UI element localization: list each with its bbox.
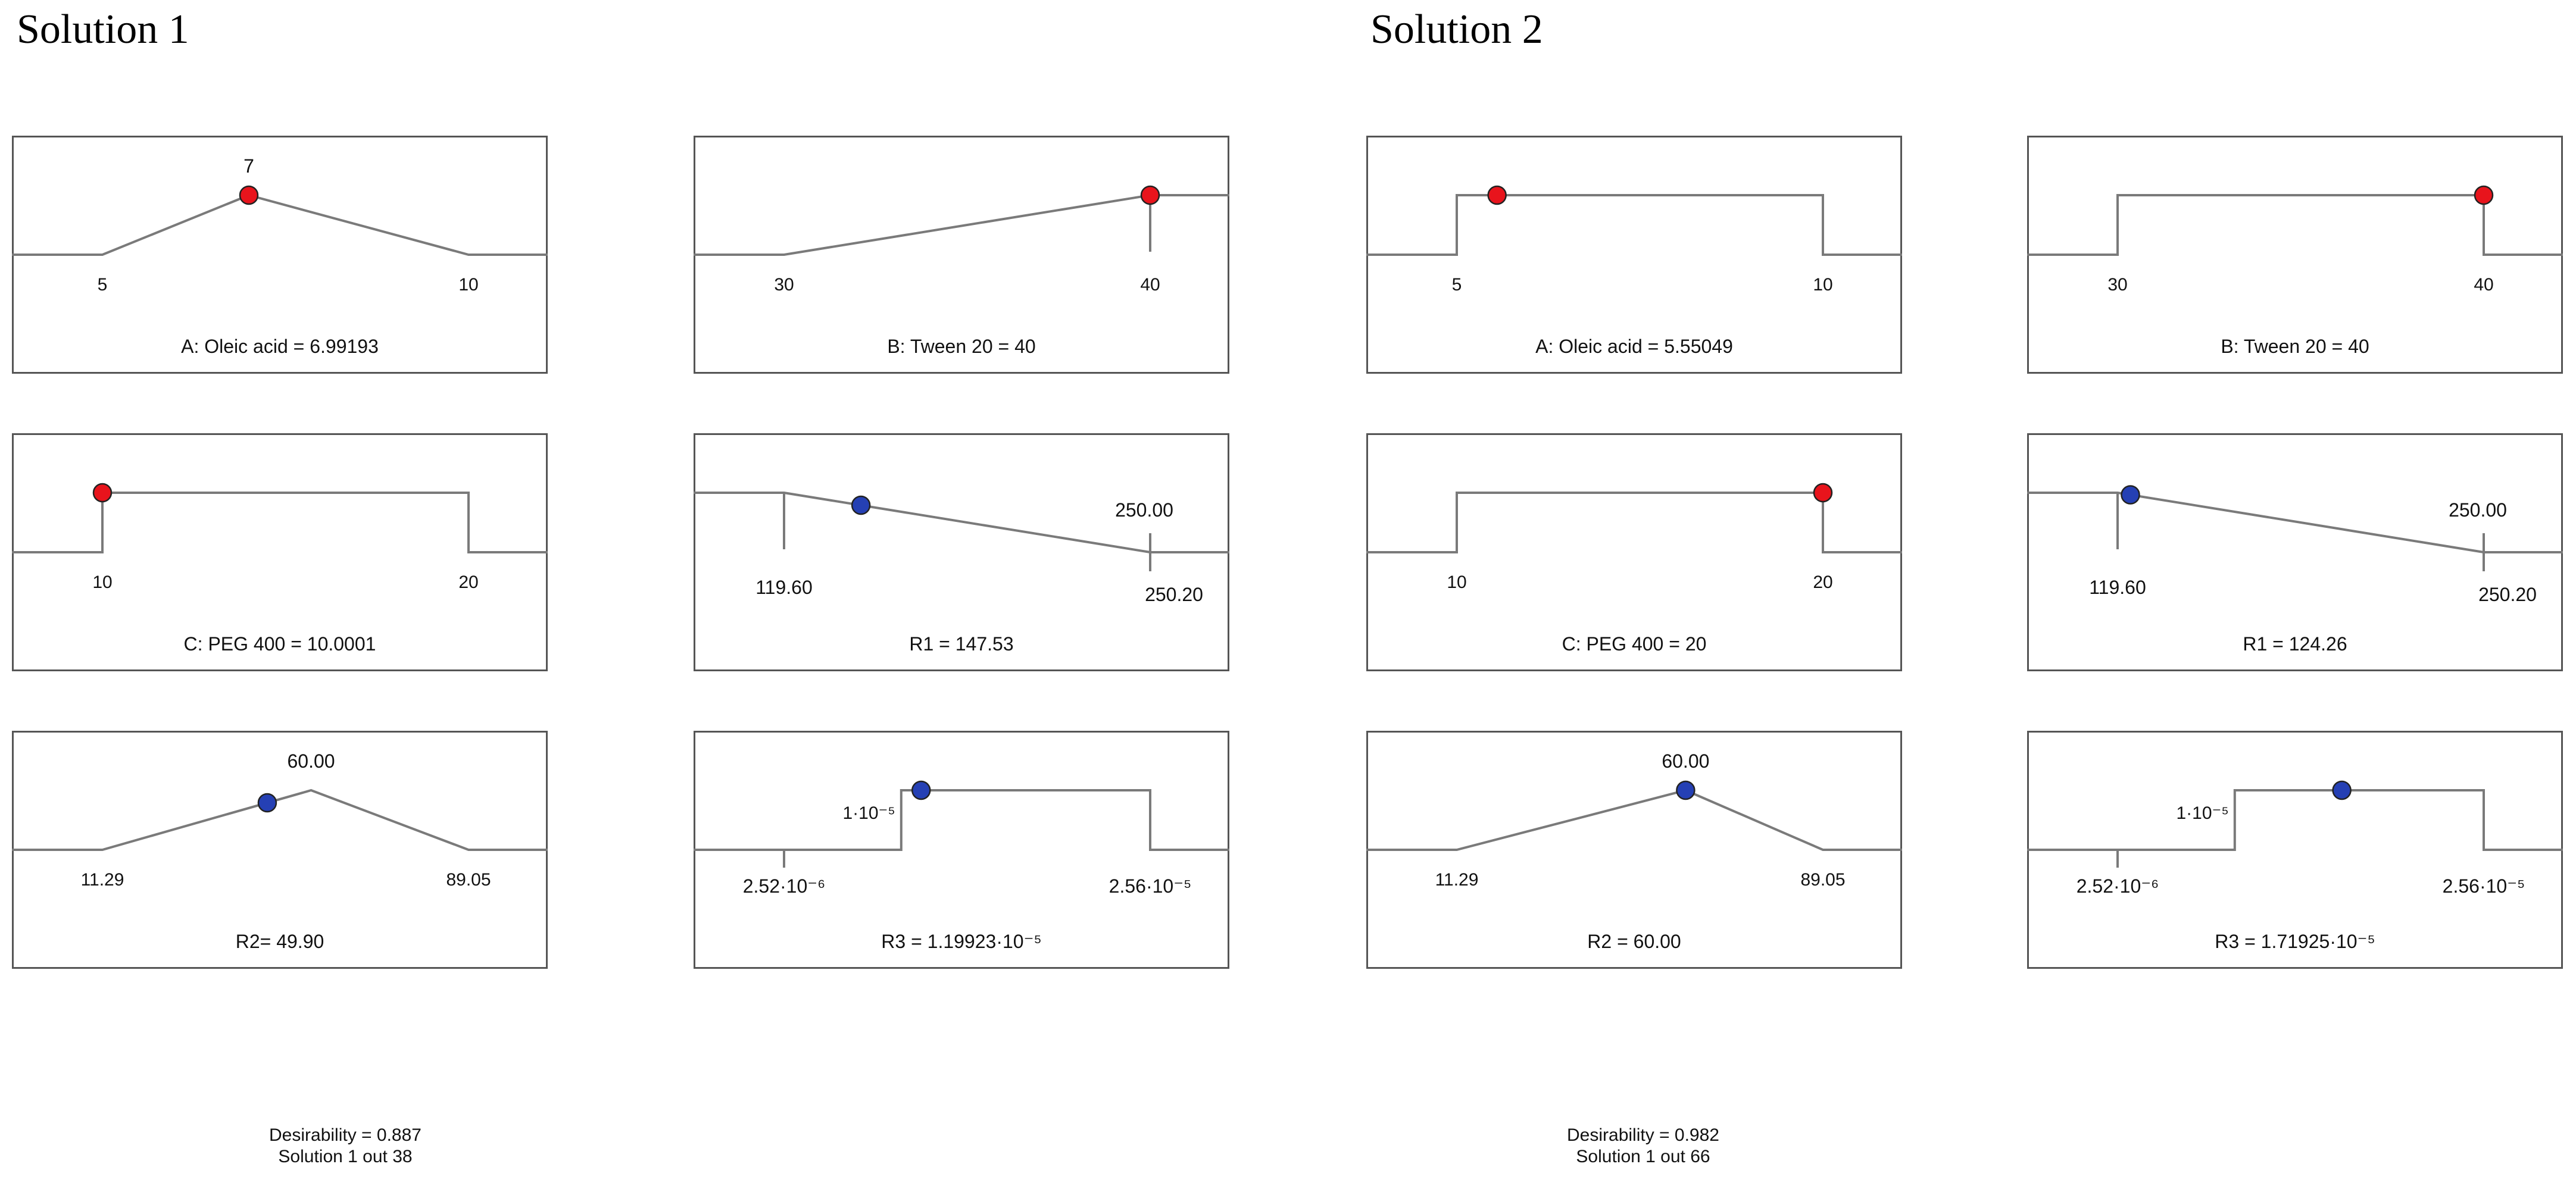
high-limit-label: 40 bbox=[2474, 275, 2493, 295]
high-limit-label: 10 bbox=[458, 275, 478, 295]
low-limit-label: 30 bbox=[774, 275, 794, 295]
desirability-ramp-line bbox=[694, 789, 1229, 851]
ramp-panel-s2-b: 30 40 B: Tween 20 = 40 bbox=[2027, 136, 2563, 374]
high-limit-label: 20 bbox=[458, 572, 478, 592]
solution-point-marker bbox=[1813, 483, 1833, 503]
solution-point-marker bbox=[2121, 485, 2140, 505]
panel-title: C: PEG 400 = 10.0001 bbox=[184, 633, 376, 655]
low-limit-label: 30 bbox=[2107, 275, 2127, 295]
solution-2-title: Solution 2 bbox=[1370, 7, 1543, 52]
ramp-panel-s1-r1: 119.60 250.20 250.00 R1 = 147.53 bbox=[694, 433, 1229, 671]
solution-1-summary: Desirability = 0.887 Solution 1 out 38 bbox=[137, 1125, 554, 1168]
panel-title: R1 = 124.26 bbox=[2243, 633, 2347, 655]
ramp-chart: 119.60 250.20 250.00 R1 = 147.53 bbox=[694, 433, 1229, 671]
panel-title: A: Oleic acid = 5.55049 bbox=[1535, 336, 1733, 357]
ramp-chart: 30 40 B: Tween 20 = 40 bbox=[694, 136, 1229, 374]
ramp-panel-s2-a: 5 10 A: Oleic acid = 5.55049 bbox=[1366, 136, 1902, 374]
target-label: 250.00 bbox=[2449, 499, 2507, 521]
high-limit-label: 20 bbox=[1813, 572, 1832, 592]
panel-title: R3 = 1.71925·10⁻⁵ bbox=[2215, 931, 2375, 952]
ramp-panel-s2-r2: 11.29 89.05 60.00 R2 = 60.00 bbox=[1366, 731, 1902, 969]
panel-title: B: Tween 20 = 40 bbox=[887, 336, 1035, 357]
low-limit-label: 5 bbox=[1452, 275, 1462, 295]
ramp-panel-s1-c: 10 20 C: PEG 400 = 10.0001 bbox=[12, 433, 548, 671]
panel-title: C: PEG 400 = 20 bbox=[1562, 633, 1707, 655]
panel-frame bbox=[694, 433, 1229, 671]
low-limit-label: 2.52·10⁻⁶ bbox=[743, 875, 826, 897]
panel-frame bbox=[2027, 433, 2563, 671]
high-limit-label: 2.56·10⁻⁵ bbox=[1109, 875, 1192, 897]
ramp-chart: 2.52·10⁻⁶ 2.56·10⁻⁵ 1·10⁻⁵ R3 = 1.71925·10⁻… bbox=[2027, 731, 2563, 969]
panel-title: B: Tween 20 = 40 bbox=[2221, 336, 2369, 357]
high-limit-label: 10 bbox=[1813, 275, 1832, 295]
solution-1-title: Solution 1 bbox=[17, 7, 189, 52]
solution-point-marker bbox=[1487, 185, 1507, 205]
target-label: 60.00 bbox=[1662, 750, 1709, 772]
target-label: 60.00 bbox=[288, 750, 335, 772]
low-limit-label: 10 bbox=[1447, 572, 1466, 592]
low-limit-label: 2.52·10⁻⁶ bbox=[2077, 875, 2159, 897]
ramp-chart: 119.60 250.20 250.00 R1 = 124.26 bbox=[2027, 433, 2563, 671]
solution-point-marker bbox=[257, 793, 277, 813]
solution-point-marker bbox=[911, 780, 931, 800]
low-limit-label: 11.29 bbox=[81, 870, 124, 890]
solution-2-summary: Desirability = 0.982 Solution 1 out 66 bbox=[1435, 1125, 1851, 1168]
low-limit-label: 119.60 bbox=[2089, 577, 2146, 598]
panel-title: R3 = 1.19923·10⁻⁵ bbox=[881, 931, 1041, 952]
low-limit-label: 119.60 bbox=[755, 577, 813, 598]
solution-point-marker bbox=[239, 185, 259, 205]
ramp-chart: 11.29 89.05 60.00 R2= 49.90 bbox=[12, 731, 548, 969]
ramp-chart: 5 10 7 A: Oleic acid = 6.99193 bbox=[12, 136, 548, 374]
low-limit-label: 5 bbox=[98, 275, 108, 295]
ramp-chart: 30 40 B: Tween 20 = 40 bbox=[2027, 136, 2563, 374]
high-limit-label: 250.20 bbox=[1145, 584, 1203, 605]
ramp-panel-s1-r3: 2.52·10⁻⁶ 2.56·10⁻⁵ 1·10⁻⁵ R3 = 1.19923·10⁻… bbox=[694, 731, 1229, 969]
desirability-ramp-line bbox=[12, 789, 548, 851]
target-label: 1·10⁻⁵ bbox=[2176, 803, 2228, 823]
ramp-chart: 5 10 A: Oleic acid = 5.55049 bbox=[1366, 136, 1902, 374]
desirability-ramp-line bbox=[2027, 492, 2563, 553]
desirability-label: Desirability = 0.887 bbox=[269, 1125, 421, 1145]
desirability-ramp-line bbox=[2027, 194, 2563, 256]
ramp-panel-s2-r3: 2.52·10⁻⁶ 2.56·10⁻⁵ 1·10⁻⁵ R3 = 1.71925·10⁻… bbox=[2027, 731, 2563, 969]
desirability-ramp-line bbox=[1366, 194, 1902, 256]
low-limit-label: 11.29 bbox=[1435, 870, 1479, 890]
ramp-chart: 2.52·10⁻⁶ 2.56·10⁻⁵ 1·10⁻⁵ R3 = 1.19923·10⁻… bbox=[694, 731, 1229, 969]
desirability-label: Desirability = 0.982 bbox=[1567, 1125, 1719, 1145]
ramp-chart: 10 20 C: PEG 400 = 20 bbox=[1366, 433, 1902, 671]
solution-point-marker bbox=[851, 495, 871, 515]
ramp-panel-s1-b: 30 40 B: Tween 20 = 40 bbox=[694, 136, 1229, 374]
solution-count-label: Solution 1 out 66 bbox=[1576, 1147, 1710, 1166]
high-limit-label: 89.05 bbox=[1800, 870, 1845, 890]
panel-title: R2= 49.90 bbox=[236, 931, 324, 952]
panel-title: R2 = 60.00 bbox=[1587, 931, 1681, 952]
target-label: 250.00 bbox=[1115, 499, 1173, 521]
target-label: 7 bbox=[243, 155, 254, 177]
solution-point-marker bbox=[2332, 780, 2352, 800]
solution-point-marker bbox=[1140, 185, 1160, 205]
high-limit-label: 89.05 bbox=[446, 870, 491, 890]
ramp-panel-s1-a: 5 10 7 A: Oleic acid = 6.99193 bbox=[12, 136, 548, 374]
target-label: 1·10⁻⁵ bbox=[842, 803, 895, 823]
desirability-ramp-line bbox=[2027, 789, 2563, 851]
ramp-panel-s2-r1: 119.60 250.20 250.00 R1 = 124.26 bbox=[2027, 433, 2563, 671]
low-limit-label: 10 bbox=[92, 572, 112, 592]
solution-point-marker bbox=[2474, 185, 2494, 205]
desirability-ramp-line bbox=[694, 194, 1229, 256]
solution-point-marker bbox=[92, 483, 113, 503]
high-limit-label: 250.20 bbox=[2478, 584, 2537, 605]
high-limit-label: 2.56·10⁻⁵ bbox=[2443, 875, 2525, 897]
ramp-chart: 11.29 89.05 60.00 R2 = 60.00 bbox=[1366, 731, 1902, 969]
panel-title: A: Oleic acid = 6.99193 bbox=[181, 336, 379, 357]
solution-count-label: Solution 1 out 38 bbox=[278, 1147, 413, 1166]
ramp-panel-s2-c: 10 20 C: PEG 400 = 20 bbox=[1366, 433, 1902, 671]
solution-point-marker bbox=[1676, 780, 1696, 800]
panel-title: R1 = 147.53 bbox=[909, 633, 1013, 655]
high-limit-label: 40 bbox=[1140, 275, 1160, 295]
ramp-panel-s1-r2: 11.29 89.05 60.00 R2= 49.90 bbox=[12, 731, 548, 969]
desirability-ramp-line bbox=[694, 492, 1229, 553]
ramp-chart: 10 20 C: PEG 400 = 10.0001 bbox=[12, 433, 548, 671]
desirability-ramp-line bbox=[1366, 492, 1902, 553]
desirability-ramp-line bbox=[12, 492, 548, 553]
